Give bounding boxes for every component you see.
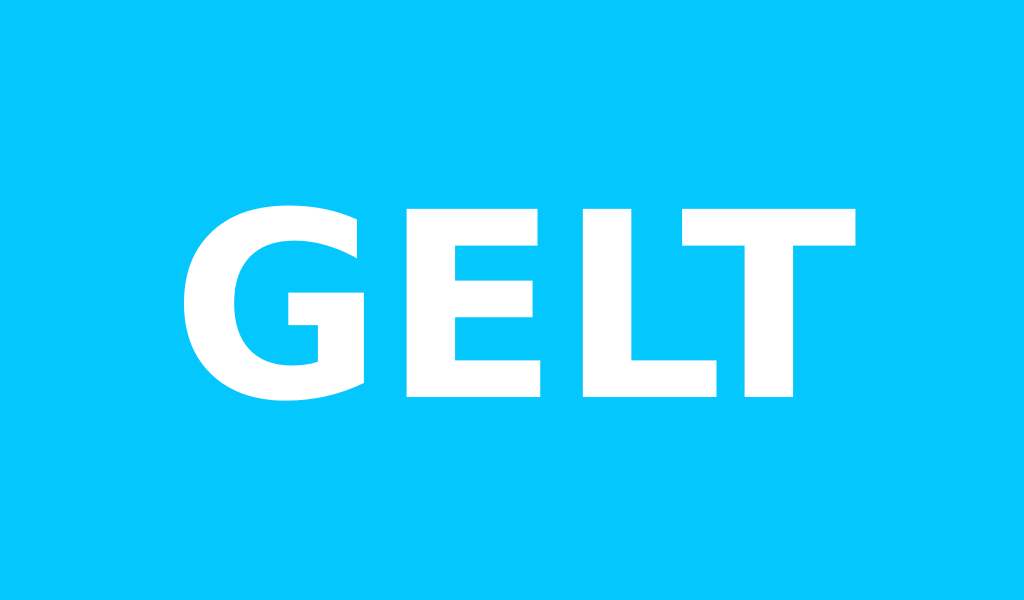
gelt-wordmark: GELT [171, 158, 857, 458]
